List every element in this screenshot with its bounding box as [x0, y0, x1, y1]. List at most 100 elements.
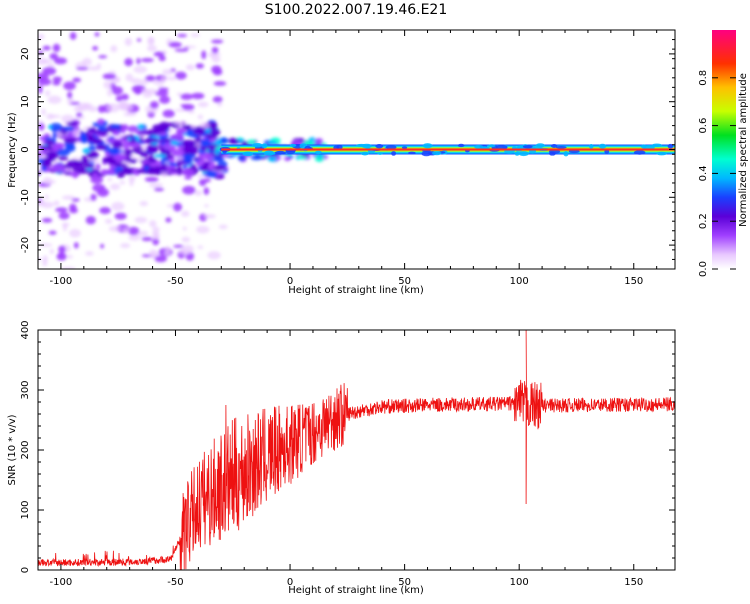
y-tick-label: -10 [20, 189, 31, 205]
noise-blob [100, 243, 105, 249]
noise-blob [207, 52, 221, 57]
noise-blob [42, 255, 48, 263]
noise-blob [72, 129, 81, 137]
noise-blob [181, 168, 195, 176]
noise-blob [140, 58, 154, 63]
noise-blob [165, 76, 178, 81]
noise-blob [107, 177, 113, 182]
noise-blob [97, 105, 106, 113]
noise-blob [62, 195, 76, 200]
noise-blob [182, 153, 197, 159]
noise-blob [51, 163, 65, 173]
noise-blob [53, 57, 67, 65]
signal-blob [289, 143, 297, 147]
noise-blob [158, 87, 169, 92]
noise-blob [162, 69, 174, 75]
transition-blob [237, 154, 246, 162]
noise-blob [41, 201, 54, 209]
noise-blob [109, 124, 122, 129]
snr-series-line [38, 330, 675, 570]
x-tick-label: 50 [398, 276, 411, 287]
y-tick-label: 200 [20, 440, 31, 459]
noise-blob [122, 141, 130, 150]
noise-blob [99, 207, 111, 215]
noise-blob [136, 124, 145, 131]
noise-blob [177, 33, 188, 38]
noise-blob [169, 133, 184, 141]
x-tick-label: 50 [398, 577, 411, 588]
transition-blob [253, 153, 261, 160]
noise-blob [182, 104, 195, 111]
noise-blob [128, 226, 140, 236]
noise-blob [72, 170, 79, 179]
noise-blob [112, 130, 121, 136]
noise-blob [205, 170, 218, 178]
noise-blob [126, 142, 141, 148]
noise-blob [178, 129, 187, 134]
signal-blob [356, 143, 367, 147]
colorbar: 0.0 0.2 0.4 0.6 0.8 Normalized spectral ampl… [698, 30, 749, 277]
noise-blob [136, 57, 141, 65]
noise-blob [85, 215, 96, 225]
noise-blob [119, 103, 134, 112]
noise-blob [90, 175, 104, 184]
noise-blob [58, 212, 70, 220]
noise-blob [128, 134, 135, 139]
noise-blob [173, 244, 184, 248]
signal-blob [535, 143, 545, 148]
noise-blob [45, 139, 54, 147]
noise-blob [107, 88, 113, 97]
noise-blob [125, 73, 134, 82]
noise-blob [153, 153, 167, 158]
signal-blob [667, 143, 674, 149]
noise-blob [53, 200, 60, 207]
colorbar-gradient [712, 30, 736, 269]
noise-blob [42, 45, 51, 51]
noise-blob [191, 92, 205, 100]
noise-blob [148, 166, 157, 175]
noise-blob [199, 121, 210, 129]
noise-blob [39, 243, 53, 247]
snr-panel: -100 -50 0 50 100 150 0 100 200 300 400 Height of … [7, 320, 676, 596]
noise-blob [48, 230, 57, 235]
signal-blob [563, 150, 569, 157]
noise-blob [102, 157, 108, 164]
signal-blob [421, 151, 432, 157]
noise-blob [67, 254, 73, 259]
noise-blob [75, 66, 89, 71]
y-tick-label: 300 [20, 380, 31, 399]
noise-blob [57, 156, 69, 161]
noise-blob [196, 225, 210, 234]
noise-blob [145, 88, 158, 95]
colorbar-tick-label: 0.8 [698, 70, 709, 86]
noise-blob [64, 171, 71, 175]
noise-blob [184, 176, 192, 180]
spectrogram-ylabel: Frequency (Hz) [7, 112, 18, 188]
noise-blob [57, 252, 64, 258]
signal-blob [550, 144, 558, 148]
noise-blob [111, 140, 123, 149]
x-tick-label: -100 [50, 276, 73, 287]
transition-blob [220, 138, 228, 144]
noise-blob [73, 105, 84, 113]
noise-blob [171, 149, 185, 157]
noise-blob [141, 145, 147, 152]
signal-blob [555, 145, 567, 149]
noise-blob [158, 135, 167, 140]
transition-blob [246, 139, 257, 145]
noise-blob [190, 33, 200, 38]
noise-blob [120, 243, 131, 249]
noise-blob [62, 126, 75, 132]
noise-blob [218, 224, 228, 230]
noise-blob [94, 32, 100, 37]
noise-blob [141, 236, 153, 242]
noise-blob [159, 95, 171, 104]
noise-blob [38, 85, 43, 94]
noise-blob [109, 183, 121, 191]
noise-blob [154, 255, 167, 263]
noise-blob [178, 249, 192, 255]
signal-blob [401, 146, 408, 149]
noise-blob [212, 96, 223, 103]
noise-blob [129, 179, 134, 187]
